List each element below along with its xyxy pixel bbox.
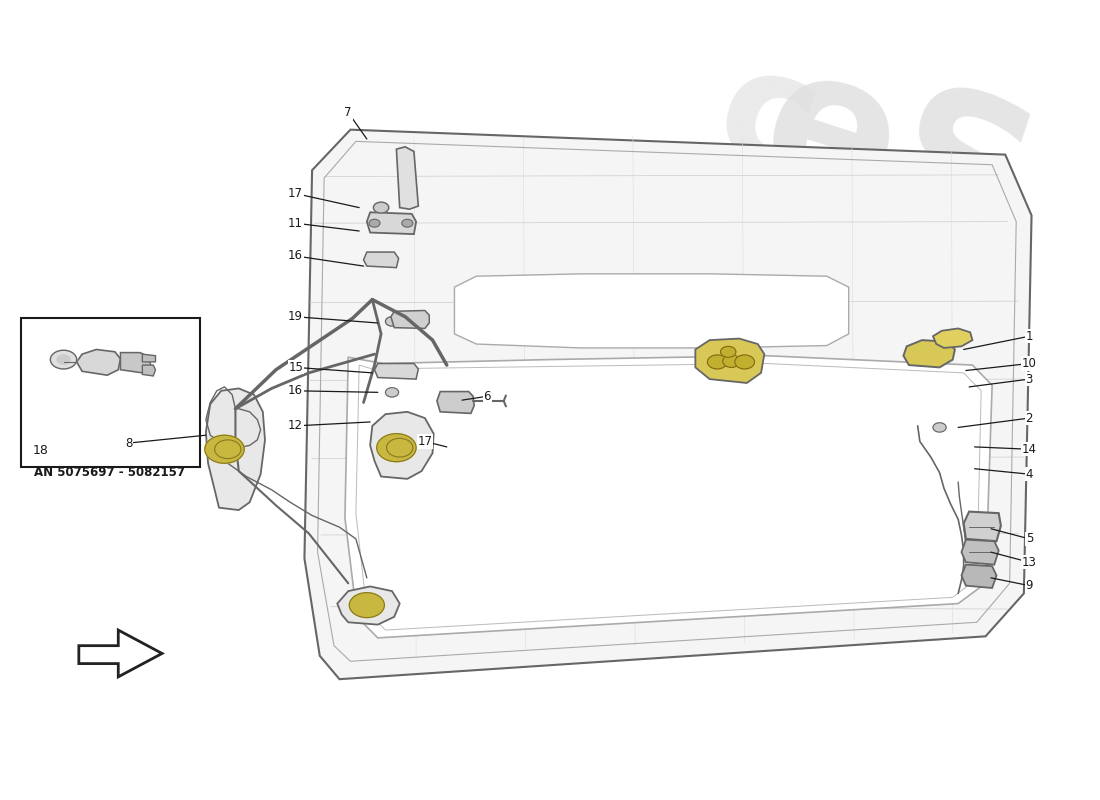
Circle shape [378,418,392,426]
Circle shape [720,346,736,358]
Polygon shape [364,252,398,268]
Circle shape [735,355,755,369]
Text: 16: 16 [288,384,304,398]
Circle shape [205,435,244,463]
Text: 8: 8 [125,437,133,450]
Polygon shape [366,212,416,234]
Circle shape [376,434,416,462]
Text: 7: 7 [344,106,352,119]
Circle shape [402,219,412,227]
Text: eS: eS [739,30,1056,292]
Circle shape [707,355,727,369]
Polygon shape [345,356,992,638]
Polygon shape [370,412,433,479]
Text: 11: 11 [288,217,304,230]
Text: 12: 12 [288,419,304,432]
FancyBboxPatch shape [21,318,200,467]
Polygon shape [390,310,429,329]
Polygon shape [961,540,999,565]
Text: 3: 3 [1025,373,1033,386]
Text: 4: 4 [1025,468,1033,481]
Circle shape [723,355,740,367]
Polygon shape [142,365,155,376]
Text: 19: 19 [288,310,304,323]
Circle shape [51,350,77,369]
Text: 6: 6 [484,390,491,402]
Text: 15: 15 [288,361,304,374]
Text: 16: 16 [288,250,304,262]
Text: AN 5075697 - 5082157: AN 5075697 - 5082157 [34,466,185,479]
Circle shape [350,593,384,618]
Text: 17: 17 [417,435,432,448]
Text: 9: 9 [1025,579,1033,592]
Circle shape [386,438,412,457]
Text: c: c [697,34,836,210]
Polygon shape [933,329,972,348]
Text: 1: 1 [1025,330,1033,342]
Polygon shape [396,147,418,209]
Text: 13: 13 [1022,556,1037,569]
Polygon shape [338,586,399,625]
Polygon shape [437,391,474,414]
Circle shape [385,317,398,326]
Polygon shape [142,354,155,362]
Polygon shape [454,274,849,348]
Polygon shape [961,565,997,588]
Text: 10: 10 [1022,357,1037,370]
Text: 14: 14 [1022,442,1037,456]
Text: 2: 2 [1025,411,1033,425]
Text: 17: 17 [288,187,304,200]
Polygon shape [903,340,955,367]
Text: 1985: 1985 [959,319,1001,346]
Circle shape [214,440,241,458]
Circle shape [57,355,70,364]
Circle shape [385,388,398,397]
Circle shape [368,219,379,227]
Text: a passion for parts: a passion for parts [484,465,676,534]
Polygon shape [77,350,121,375]
Polygon shape [305,130,1032,679]
Circle shape [933,422,946,432]
Circle shape [373,202,388,213]
Polygon shape [695,338,764,383]
Polygon shape [206,389,265,510]
Polygon shape [374,363,418,379]
Polygon shape [964,512,1001,542]
Text: 18: 18 [33,444,48,457]
Polygon shape [79,630,162,677]
Text: 5: 5 [1025,532,1033,546]
Polygon shape [121,353,151,373]
